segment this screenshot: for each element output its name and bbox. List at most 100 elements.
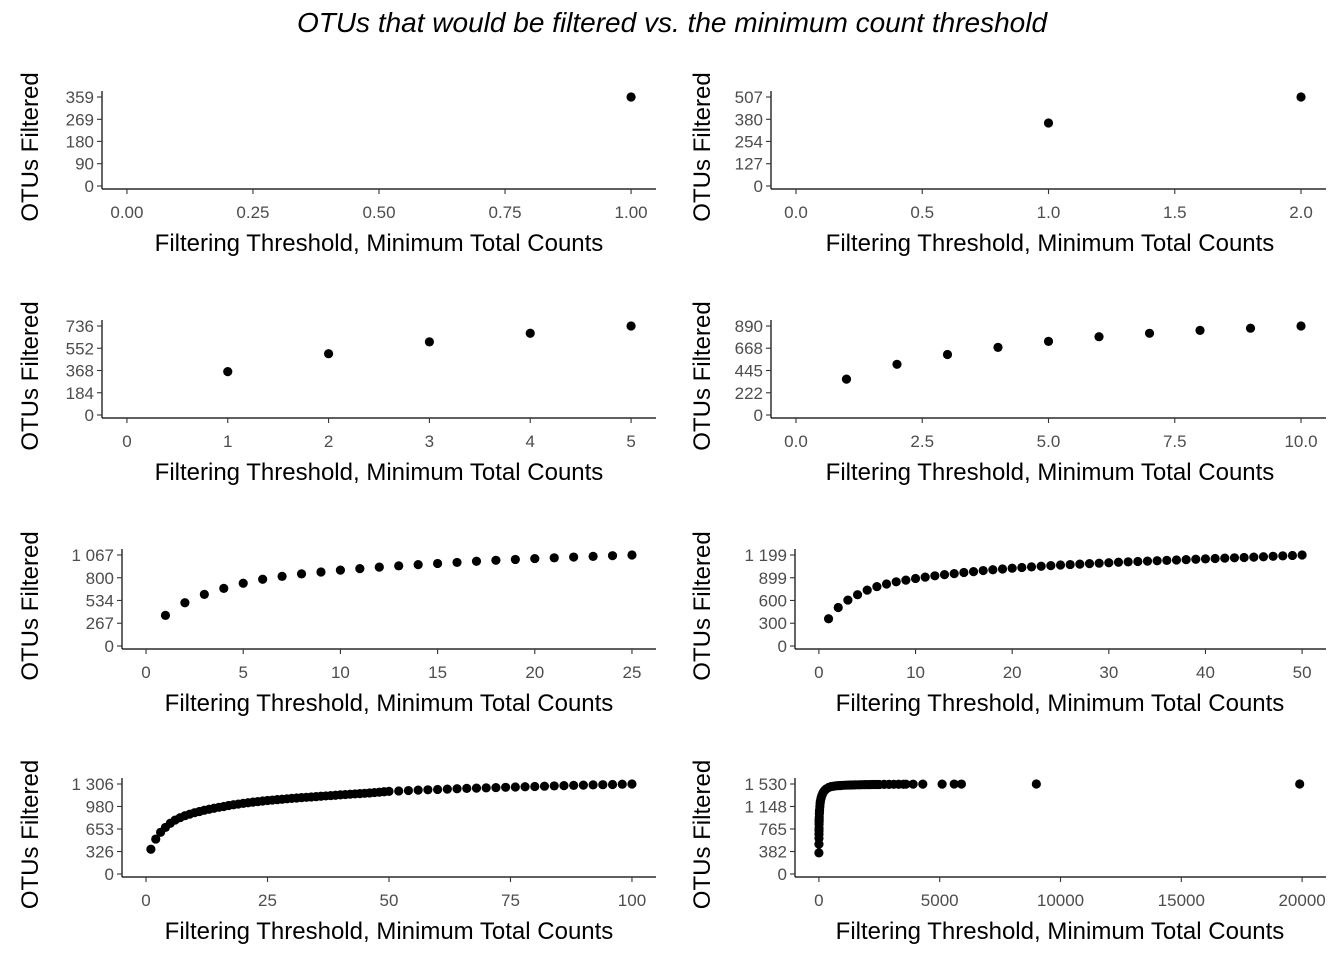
data-point [151,834,161,844]
y-tick-label: 1 306 [71,775,114,794]
y-axis-label: OTUs Filtered [17,72,44,221]
y-tick-label: 980 [86,797,114,816]
x-axis-label: Filtering Threshold, Minimum Total Count… [165,918,614,945]
data-point [993,342,1003,352]
data-point [1113,557,1124,567]
x-tick-label: 0 [122,432,131,451]
data-point [316,567,326,577]
data-point [627,550,637,560]
data-point [997,564,1008,574]
data-point [394,786,404,796]
y-axis-label: OTUs Filtered [17,760,44,909]
y-tick-label: 534 [86,591,114,610]
y-tick-label: 600 [759,591,787,610]
data-point [180,598,190,608]
y-tick-label: 507 [735,88,763,107]
x-axis-label: Filtering Threshold, Minimum Total Count… [826,230,1275,257]
data-point [384,786,394,796]
data-point [323,349,334,359]
y-axis-label: OTUs Filtered [689,760,716,909]
x-tick-label: 75 [501,891,520,910]
y-tick-label: 1 067 [71,546,114,565]
x-tick-label: 10 [906,663,925,682]
x-axis-label: Filtering Threshold, Minimum Total Count… [155,230,604,257]
x-tick-label: 20000 [1278,891,1325,910]
data-point [588,780,598,790]
x-tick-label: 10000 [1037,891,1084,910]
data-point [199,589,209,600]
data-point [920,572,930,582]
y-axis-label: OTUs Filtered [689,72,716,221]
data-point [520,782,530,792]
x-tick-label: 10 [331,663,350,682]
data-point [1171,555,1182,565]
data-point [1094,558,1104,568]
panel-8: 0 382 765 1 148 1 530 0 5000 10000 15000 20000 Fil… [689,760,1326,945]
data-point [501,782,511,792]
x-tick-label: 1.00 [615,203,648,222]
data-point [258,574,268,584]
data-point [462,783,472,794]
data-point [968,567,979,577]
y-tick-label: 180 [66,132,94,151]
x-tick-label: 10.0 [1284,432,1317,451]
data-point [1245,323,1256,333]
data-point [1191,554,1201,564]
data-point [626,321,636,331]
data-point [549,781,559,791]
y-tick-label: 800 [86,569,114,588]
y-tick-label: 890 [735,317,763,336]
y-tick-label: 382 [759,843,787,862]
data-point [1017,562,1027,573]
data-point [908,779,918,789]
data-point [1210,553,1220,564]
data-point [160,610,171,620]
x-tick-label: 1.5 [1163,203,1187,222]
data-point [578,780,588,790]
y-tick-label: 1 148 [744,797,787,816]
data-point [530,781,540,792]
x-tick-label: 0.75 [488,203,521,222]
data-point [949,779,959,789]
y-axis-label: OTUs Filtered [17,531,44,680]
data-point [403,785,414,796]
data-point [423,785,433,795]
x-tick-label: 15 [428,663,447,682]
data-point [949,568,959,579]
data-point [959,567,969,578]
data-point [1036,561,1046,571]
y-tick-label: 445 [735,362,763,381]
data-point [918,779,928,789]
x-tick-label: 0.50 [362,203,395,222]
x-tick-label: 0 [141,891,150,910]
data-point [1162,555,1172,565]
data-point [1084,559,1095,569]
x-tick-label: 100 [618,891,646,910]
x-tick-label: 20 [525,663,544,682]
y-tick-label: 254 [735,132,763,151]
data-point [394,561,404,571]
data-point [937,779,947,789]
x-tick-label: 1.0 [1037,203,1061,222]
data-point [988,565,998,575]
data-point [1075,559,1085,569]
y-tick-label: 765 [759,820,787,839]
data-point [1026,562,1037,572]
data-point [1296,92,1306,102]
x-axis-label: Filtering Threshold, Minimum Total Count… [826,459,1275,486]
x-tick-label: 0 [141,663,150,682]
data-point [510,554,520,565]
data-point [901,779,911,789]
y-tick-label: 368 [66,362,94,381]
data-point [852,590,863,600]
data-point [424,337,435,347]
x-axis-label: Filtering Threshold, Minimum Total Count… [165,690,614,717]
data-point [978,565,988,576]
data-point [1144,328,1155,338]
data-point [910,573,921,584]
data-point [1046,561,1056,571]
data-point [525,328,535,338]
y-tick-label: 0 [754,406,763,425]
y-tick-label: 267 [86,614,114,633]
data-point [569,552,579,562]
